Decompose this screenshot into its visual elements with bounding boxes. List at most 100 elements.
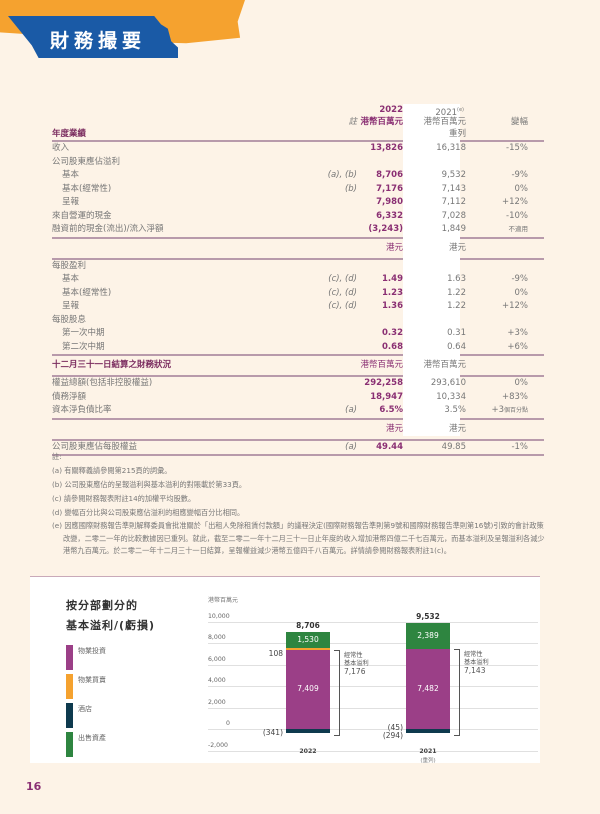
- value-2021: 49.85: [441, 441, 466, 452]
- table-row: 公司股東應佔溢利: [52, 156, 544, 170]
- legend-label: 物業買賣: [78, 676, 106, 684]
- gridline: [208, 707, 538, 709]
- bar-segment-label: 7,482: [417, 683, 439, 693]
- change-value: +6%: [507, 341, 528, 352]
- footnote-c: (c) 請參閱財務報表附註14的加權平均股數。: [52, 494, 196, 503]
- change-value: 0%: [514, 183, 529, 194]
- table-row: 基本(經常性) (b) 7,176 7,143 0%: [52, 183, 544, 197]
- x-axis-sublabel: (重列): [420, 758, 436, 764]
- col-2022-unit: 港幣百萬元: [360, 117, 403, 127]
- gridline: [208, 750, 538, 752]
- row-label: 公司股東應佔每股權益: [52, 441, 138, 452]
- bar-outside-label: (45): [387, 723, 403, 732]
- gridline: [208, 686, 538, 687]
- y-tick-label: 8,000: [208, 634, 226, 641]
- value-2021: 7,112: [441, 197, 466, 207]
- y-tick-label: 10,000: [208, 612, 230, 620]
- value-2021: 16,318: [436, 143, 466, 153]
- change-value: 0%: [514, 287, 529, 298]
- table-row: 基本 (c), (d) 1.49 1.63 -9%: [52, 273, 544, 287]
- row-note: (b): [344, 183, 357, 194]
- value-2022: 0.68: [382, 341, 403, 352]
- x-axis-label: 2022: [299, 748, 317, 755]
- change-value: +83%: [501, 391, 528, 402]
- row-label: 呈報: [62, 197, 80, 207]
- change-value: -9%: [511, 274, 528, 284]
- divider: [52, 236, 544, 239]
- bar-segment: [286, 648, 330, 651]
- table-row: 收入 13,826 16,318 -15%: [52, 142, 544, 156]
- table-row: 來自營運的現金 6,332 7,028 -10%: [52, 210, 544, 224]
- bar-total-label: 8,706: [296, 620, 320, 630]
- divider: [52, 375, 544, 377]
- col-2021-restated: 重列: [448, 129, 466, 139]
- row-label: 基本: [62, 170, 80, 180]
- row-label: 收入: [52, 143, 70, 153]
- row-label: 每股盈利: [52, 260, 87, 271]
- page-title: 財務撮要: [50, 30, 147, 52]
- legend-item: 物業投資: [66, 645, 146, 670]
- value-2021: 3.5%: [444, 405, 466, 415]
- legend-swatch: [66, 674, 73, 699]
- section-financial-position-header: 十二月三十一日結算之財務狀況 港幣百萬元 港幣百萬元: [52, 360, 466, 370]
- change-value: +3個百分點: [491, 405, 528, 415]
- row-label: 第一次中期: [62, 328, 105, 338]
- recurring-annotation: 經常性 基本溢利 7,143: [464, 650, 489, 675]
- header-banner-blue: [8, 16, 178, 58]
- row-label: 呈報: [62, 301, 80, 311]
- row-label: 債務淨額: [52, 391, 87, 402]
- row-note: (a), (b): [327, 170, 357, 180]
- bar-outside-label: (341): [262, 727, 283, 737]
- y-tick-label: -2,000: [208, 741, 228, 749]
- value-2022: 292,258: [364, 378, 403, 388]
- bar-total-label: 9,532: [416, 611, 440, 621]
- value-2022: 6,332: [376, 210, 403, 221]
- financial-highlights-table: 2022 港幣百萬元 2021(e) 港幣百萬元 重列 註 變幅 年度業績 收入…: [52, 104, 544, 456]
- row-label: 公司股東應佔溢利: [52, 156, 121, 167]
- legend-swatch: [66, 732, 73, 757]
- footnote-a: (a) 有關釋義請參閱第215頁的詞彙。: [52, 466, 172, 475]
- divider: [52, 438, 544, 441]
- col-2021-year: 2021(e): [435, 107, 464, 118]
- value-2021: 7,028: [441, 210, 466, 221]
- y-tick-label: 0: [226, 720, 230, 727]
- row-label: 第二次中期: [62, 341, 105, 352]
- table-row: 融資前的現金(流出)/流入淨額 (3,243) 1,849 不適用: [52, 223, 544, 237]
- chart-unit-label: 港幣百萬元: [208, 597, 239, 604]
- legend-item: 物業買賣: [66, 674, 146, 699]
- change-value: +12%: [501, 197, 528, 207]
- change-value: +12%: [501, 301, 528, 311]
- table-header: 2022 港幣百萬元 2021(e) 港幣百萬元 重列 註 變幅 年度業績: [52, 104, 544, 140]
- table-row: 呈報 (c), (d) 1.36 1.22 +12%: [52, 300, 544, 314]
- row-note: (a): [345, 441, 357, 452]
- bar-segment-label: 1,530: [297, 634, 319, 644]
- bar-outside-label: (294): [382, 731, 403, 740]
- bar-segment: [286, 729, 330, 733]
- footnotes: 註: (a) 有關釋義請參閱第215頁的詞彙。 (b) 公司股東應佔的呈報溢利與…: [52, 450, 547, 558]
- value-2021: 7,143: [441, 183, 466, 194]
- segment-profit-chart: 按分部劃分的 基本溢利/(虧損) 港幣百萬元 物業投資 物業買賣 酒店 出售資產 10,…: [30, 576, 540, 764]
- value-2022: 13,826: [370, 143, 403, 153]
- gridline: [208, 729, 538, 730]
- gridline: [208, 643, 538, 644]
- row-label: 每股股息: [52, 314, 87, 325]
- legend-swatch: [66, 703, 73, 728]
- x-axis-label: 2021: [419, 748, 437, 755]
- highlight-column-2022: [403, 104, 460, 436]
- value-2022: 1.49: [382, 274, 403, 284]
- row-label: 基本(經常性): [62, 287, 112, 298]
- row-label: 權益總額(包括非控股權益): [52, 378, 153, 388]
- row-label: 融資前的現金(流出)/流入淨額: [52, 224, 164, 234]
- gridline: [208, 621, 538, 623]
- legend-label: 酒店: [78, 705, 92, 713]
- value-2022: 0.32: [382, 328, 403, 338]
- row-label: 資本淨負債比率: [52, 405, 112, 415]
- table-row: 權益總額(包括非控股權益) 292,258 293,610 0%: [52, 377, 544, 391]
- value-2021: 293,610: [430, 378, 466, 388]
- value-2021: 1.63: [447, 274, 466, 284]
- table-row: 債務淨額 18,947 10,334 +83%: [52, 391, 544, 405]
- value-2022: 6.5%: [379, 405, 403, 415]
- legend-item: 出售資產: [66, 732, 146, 757]
- value-2022: 18,947: [370, 391, 403, 402]
- value-2022: 7,980: [376, 197, 403, 207]
